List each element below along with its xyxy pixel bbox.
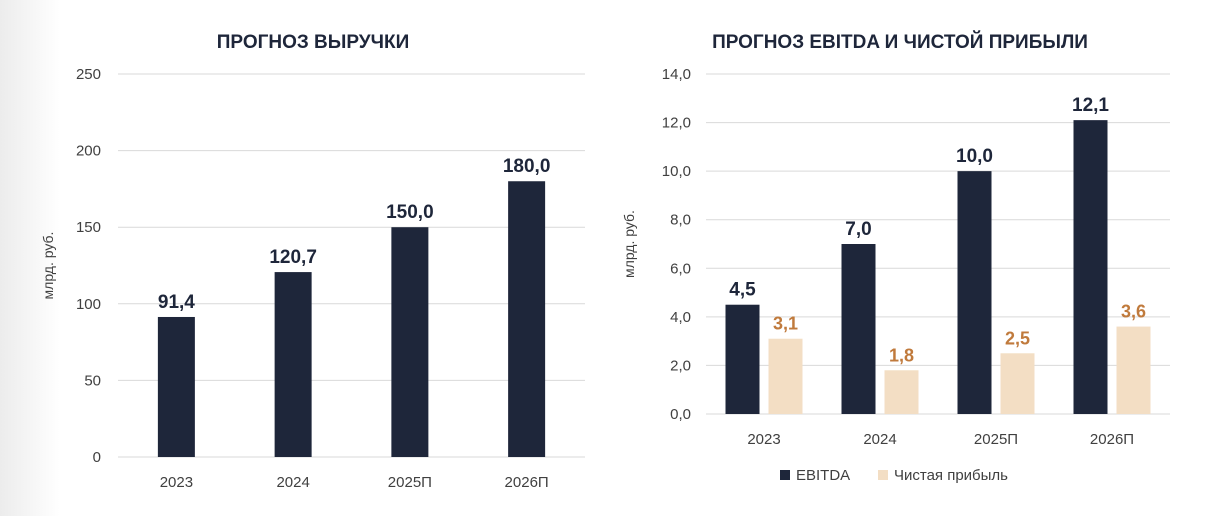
revenue-chart-title: ПРОГНОЗ ВЫРУЧКИ — [217, 32, 409, 53]
net-profit-data-label: 1,8 — [889, 345, 914, 365]
ebitda-legend: EBITDA Чистая прибыль — [780, 467, 1008, 484]
revenue-bar-2025- — [391, 227, 429, 457]
net-profit-bar-2023 — [768, 338, 803, 414]
revenue-y-tick-label: 150 — [76, 219, 101, 236]
revenue-chart: ПРОГНОЗ ВЫРУЧКИ млрд. руб. 0 50 100 150 200 2… — [40, 32, 585, 491]
revenue-bars — [157, 181, 546, 458]
revenue-y-tick-label: 250 — [76, 66, 101, 83]
ebitda-x-tick-label: 2023 — [747, 431, 780, 448]
legend-label-ebitda: EBITDA — [796, 467, 850, 484]
ebitda-x-tick-label: 2025П — [974, 431, 1018, 448]
ebitda-x-ticks: 2023 2024 2025П 2026П — [747, 431, 1134, 448]
net-profit-bar-2025- — [1000, 353, 1035, 414]
ebitda-y-ticks: 0,0 2,0 4,0 6,0 8,0 10,0 12,0 14,0 — [662, 66, 691, 423]
ebitda-y-axis-label: млрд. руб. — [621, 210, 637, 278]
ebitda-y-tick-label: 8,0 — [670, 212, 691, 229]
revenue-bar-2024 — [274, 272, 312, 457]
revenue-y-ticks: 0 50 100 150 200 250 — [76, 66, 101, 466]
ebitda-data-label: 7,0 — [845, 219, 871, 240]
ebitda-bar-2026- — [1073, 120, 1108, 415]
revenue-x-ticks: 2023 2024 2025П 2026П — [160, 474, 549, 491]
legend-label-net-profit: Чистая прибыль — [894, 467, 1008, 484]
revenue-bar-2026- — [508, 181, 546, 458]
revenue-x-tick-label: 2024 — [276, 474, 309, 491]
ebitda-data-label: 10,0 — [956, 146, 993, 167]
net-profit-bar-2026- — [1116, 326, 1151, 414]
net-profit-bar-2024 — [884, 370, 919, 414]
ebitda-y-tick-label: 12,0 — [662, 115, 691, 132]
ebitda-chart-title: ПРОГНОЗ EBITDA И ЧИСТОЙ ПРИБЫЛИ — [712, 31, 1088, 53]
net-profit-data-label: 3,1 — [773, 314, 798, 334]
revenue-y-axis-label: млрд. руб. — [40, 232, 56, 300]
revenue-data-label: 120,7 — [269, 247, 317, 268]
revenue-gridlines — [118, 73, 585, 458]
ebitda-data-label: 4,5 — [729, 280, 756, 301]
revenue-data-label: 91,4 — [158, 292, 195, 313]
revenue-y-tick-label: 200 — [76, 143, 101, 160]
ebitda-data-labels: 4,5 3,1 7,0 1,8 10,0 2,5 12,1 3,6 — [729, 95, 1146, 365]
ebitda-y-tick-label: 10,0 — [662, 163, 691, 180]
revenue-x-tick-label: 2023 — [160, 474, 193, 491]
ebitda-data-label: 12,1 — [1072, 95, 1109, 116]
ebitda-y-tick-label: 0,0 — [670, 406, 691, 423]
revenue-x-tick-label: 2025П — [388, 474, 432, 491]
ebitda-bar-2023 — [725, 304, 760, 414]
ebitda-chart: ПРОГНОЗ EBITDA И ЧИСТОЙ ПРИБЫЛИ млрд. ру… — [621, 31, 1170, 484]
ebitda-x-tick-label: 2024 — [863, 431, 896, 448]
ebitda-bar-2025- — [957, 171, 992, 414]
revenue-data-labels: 91,4 120,7 150,0 180,0 — [158, 156, 551, 313]
ebitda-x-tick-label: 2026П — [1090, 431, 1134, 448]
ebitda-y-tick-label: 2,0 — [670, 357, 691, 374]
revenue-data-label: 180,0 — [503, 156, 551, 177]
ebitda-bars — [725, 120, 1151, 415]
legend-swatch-net-profit — [878, 470, 888, 480]
revenue-y-tick-label: 50 — [84, 372, 101, 389]
ebitda-y-tick-label: 4,0 — [670, 309, 691, 326]
net-profit-data-label: 3,6 — [1121, 302, 1146, 322]
revenue-bar-2023 — [157, 316, 195, 457]
ebitda-y-tick-label: 14,0 — [662, 66, 691, 83]
legend-swatch-ebitda — [780, 470, 790, 480]
ebitda-y-tick-label: 6,0 — [670, 260, 691, 277]
revenue-x-tick-label: 2026П — [505, 474, 549, 491]
revenue-data-label: 150,0 — [386, 202, 434, 223]
ebitda-bar-2024 — [841, 244, 876, 414]
net-profit-data-label: 2,5 — [1005, 328, 1030, 348]
revenue-y-tick-label: 100 — [76, 296, 101, 313]
revenue-y-tick-label: 0 — [93, 449, 101, 466]
